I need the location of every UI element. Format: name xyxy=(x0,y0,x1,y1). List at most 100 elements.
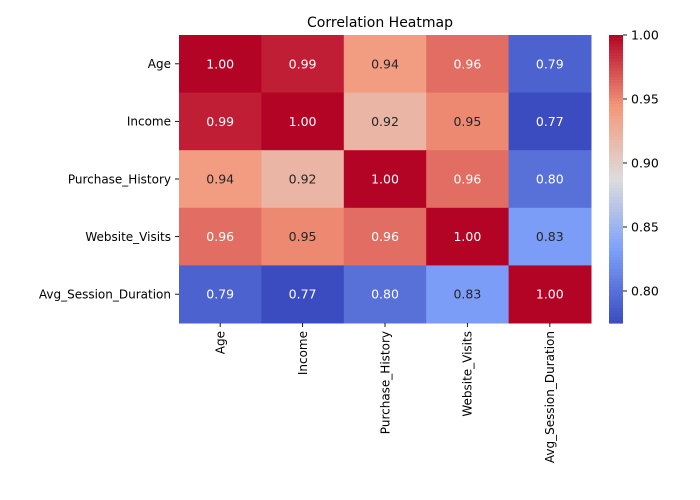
colorbar-slice xyxy=(609,146,623,150)
heatmap-cell-4-4 xyxy=(508,265,592,324)
colorbar-slice xyxy=(609,158,623,162)
colorbar-slice xyxy=(609,290,623,294)
heatmap-cell-4-3 xyxy=(426,265,510,324)
heatmap-cell-4-0 xyxy=(179,265,262,324)
colorbar-slice xyxy=(609,299,623,303)
colorbar-slice xyxy=(609,203,623,207)
colorbar-slice xyxy=(609,71,623,75)
y-axis: Age Income Purchase_History Website_Visits A… xyxy=(39,57,179,302)
colorbar-slice xyxy=(609,59,623,63)
colorbar-slice xyxy=(609,284,623,288)
colorbar-slice xyxy=(609,230,623,234)
colorbar-tick-label-4: 1.00 xyxy=(631,28,659,43)
colorbar-slice xyxy=(609,80,623,84)
colorbar-tick-label-3: 0.95 xyxy=(631,92,659,107)
heatmap-cell-2-2 xyxy=(343,150,427,209)
colorbar-slice xyxy=(609,209,623,213)
colorbar-slice xyxy=(609,221,623,225)
colorbar-slice xyxy=(609,263,623,267)
colorbar-slice xyxy=(609,188,623,192)
colorbar-slice xyxy=(609,110,623,114)
colorbar-slice xyxy=(609,272,623,276)
colorbar-slice xyxy=(609,182,623,186)
colorbar-slice xyxy=(609,269,623,273)
colorbar-slice xyxy=(609,125,623,129)
colorbar-tick-label-1: 0.85 xyxy=(631,220,659,235)
colorbar-slice xyxy=(609,296,623,300)
colorbar-slice xyxy=(609,212,623,216)
colorbar-slice xyxy=(609,320,623,324)
colorbar-slice xyxy=(609,236,623,240)
colorbar-slice xyxy=(609,314,623,318)
heatmap-cell-0-2 xyxy=(343,35,427,94)
colorbar-slice xyxy=(609,302,623,306)
colorbar-slice xyxy=(609,242,623,246)
colorbar-slice xyxy=(609,275,623,279)
x-tick-label-3: Website_Visits xyxy=(461,331,475,417)
colorbar-slice xyxy=(609,179,623,183)
colorbar-slice xyxy=(609,119,623,123)
colorbar-slice xyxy=(609,233,623,237)
heatmap-cell-label-0-2: 0.94 xyxy=(371,56,399,71)
heatmap-cell-label-3-1: 0.95 xyxy=(289,229,317,244)
colorbar-slice xyxy=(609,176,623,180)
colorbar-slice xyxy=(609,152,623,156)
heatmap-cell-label-2-4: 0.80 xyxy=(536,172,564,187)
colorbar-slice xyxy=(609,173,623,177)
colorbar-slice xyxy=(609,218,623,222)
heatmap-cell-label-2-1: 0.92 xyxy=(289,172,317,187)
colorbar-slice xyxy=(609,128,623,132)
heatmap-cell-label-4-3: 0.83 xyxy=(453,287,481,302)
heatmap-cell-label-4-2: 0.80 xyxy=(371,287,399,302)
colorbar-slice xyxy=(609,122,623,126)
heatmap-cell-label-3-0: 0.96 xyxy=(206,229,234,244)
y-tick-label-4: Avg_Session_Duration xyxy=(39,288,171,302)
heatmap-cell-3-0 xyxy=(179,207,262,266)
colorbar-slice xyxy=(609,86,623,90)
colorbar-slice xyxy=(609,254,623,258)
colorbar-slice xyxy=(609,50,623,54)
x-axis: Age Income Purchase_History Website_Visits A… xyxy=(214,323,557,463)
colorbar-slice xyxy=(609,197,623,201)
colorbar-slice xyxy=(609,62,623,66)
heatmap-cell-0-0 xyxy=(179,35,262,94)
colorbar-slice xyxy=(609,98,623,102)
heatmap-cell-label-1-2: 0.92 xyxy=(371,114,399,129)
colorbar-slice xyxy=(609,116,623,120)
colorbar-slice xyxy=(609,308,623,312)
heatmap-cell-4-2 xyxy=(343,265,427,324)
heatmap-cell-label-0-3: 0.96 xyxy=(453,56,481,71)
colorbar-slice xyxy=(609,239,623,243)
colorbar-slice xyxy=(609,185,623,189)
colorbar-slice xyxy=(609,317,623,321)
colorbar-slice xyxy=(609,161,623,165)
y-tick-label-1: Income xyxy=(127,115,171,129)
colorbar-slice xyxy=(609,143,623,147)
heatmap-cell-1-2 xyxy=(343,92,427,151)
colorbar-slice xyxy=(609,44,623,48)
heatmap-cell-label-1-3: 0.95 xyxy=(453,114,481,129)
colorbar-tick-label-2: 0.90 xyxy=(631,156,659,171)
heatmap-cell-3-2 xyxy=(343,207,427,266)
chart-title: Correlation Heatmap xyxy=(307,15,453,31)
heatmap-cell-1-0 xyxy=(179,92,262,151)
heatmap-cell-label-1-1: 1.00 xyxy=(289,114,317,129)
colorbar-slice xyxy=(609,107,623,111)
colorbar-slice xyxy=(609,281,623,285)
colorbar-slice xyxy=(609,251,623,255)
heatmap-cell-2-3 xyxy=(426,150,510,209)
colorbar-slice xyxy=(609,206,623,210)
colorbar-slice xyxy=(609,65,623,69)
colorbar-slice xyxy=(609,140,623,144)
heatmap-cell-label-0-4: 0.79 xyxy=(536,56,564,71)
colorbar-slice xyxy=(609,101,623,105)
colorbar-slice xyxy=(609,227,623,231)
colorbar-slice xyxy=(609,137,623,141)
colorbar-slice xyxy=(609,104,623,108)
heatmap-cell-1-1 xyxy=(261,92,345,151)
colorbar-slice xyxy=(609,260,623,264)
heatmap-cell-label-4-4: 1.00 xyxy=(536,287,564,302)
colorbar-slice xyxy=(609,53,623,57)
heatmap-cell-2-4 xyxy=(508,150,592,209)
